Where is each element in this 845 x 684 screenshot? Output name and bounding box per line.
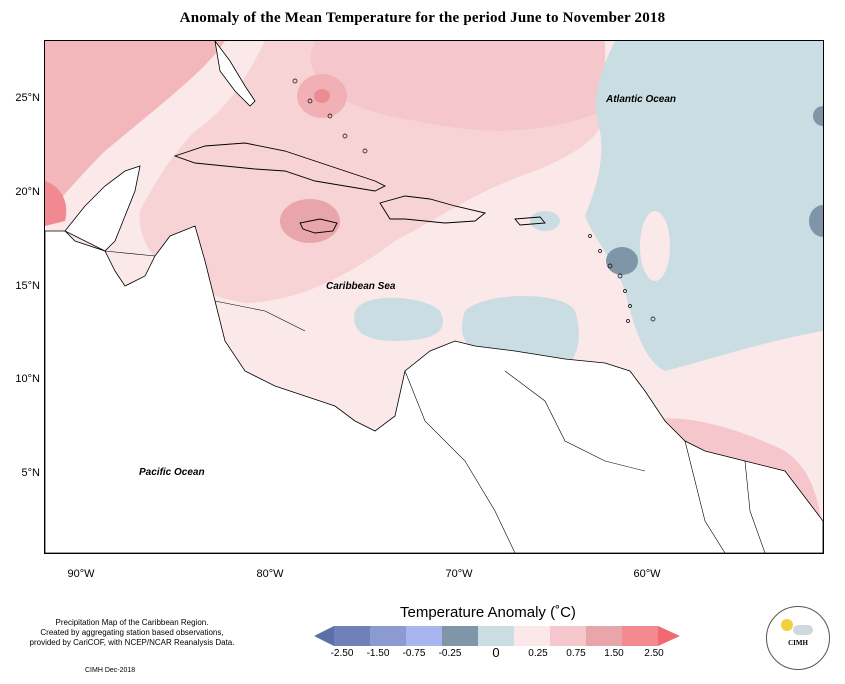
- legend-bin-2: [370, 626, 406, 646]
- legend-arrow-low: [314, 626, 334, 646]
- cloud-icon: [793, 625, 813, 635]
- credit-line-2: Created by aggregating station based obs…: [40, 628, 224, 637]
- legend-tick-5: 0: [492, 645, 500, 660]
- cimh-logo: CIMH: [766, 606, 830, 670]
- legend-bin-7: [550, 626, 586, 646]
- lat-label-5n: 5°N: [21, 467, 40, 479]
- lat-label-25n: 25°N: [15, 92, 40, 104]
- lat-label-15n: 15°N: [15, 280, 40, 292]
- lon-label-70w: 70°W: [445, 568, 473, 580]
- lon-label-60w: 60°W: [633, 568, 661, 580]
- legend-bin-6: [514, 626, 550, 646]
- legend-title: Temperature Anomaly (˚C): [400, 604, 576, 621]
- map-credits: Precipitation Map of the Caribbean Regio…: [12, 618, 252, 648]
- legend-tick-3: -0.75: [402, 648, 426, 659]
- lon-label-80w: 80°W: [256, 568, 284, 580]
- anomaly-map: [45, 41, 823, 553]
- atlantic-ocean-label: Atlantic Ocean: [606, 94, 677, 105]
- legend-bin-1: [334, 626, 370, 646]
- credit-date: CIMH Dec-2018: [85, 667, 136, 674]
- logo-text: CIMH: [788, 639, 808, 647]
- credit-line-1: Precipitation Map of the Caribbean Regio…: [55, 618, 209, 627]
- legend-bin-9: [622, 626, 658, 646]
- legend-tick-6: 0.25: [528, 648, 548, 659]
- legend-arrow-high: [658, 626, 680, 646]
- legend-colorbar: [314, 626, 680, 646]
- caribbean-sea-label: Caribbean Sea: [326, 281, 396, 292]
- lon-label-90w: 90°W: [67, 568, 95, 580]
- sun-icon: [781, 619, 793, 631]
- legend-bin-5: [478, 626, 514, 646]
- credit-line-3: provided by CariCOF, with NCEP/NCAR Rean…: [29, 638, 235, 647]
- map-area: [44, 40, 824, 554]
- lat-label-20n: 20°N: [15, 186, 40, 198]
- legend-tick-8: 1.50: [604, 648, 624, 659]
- legend-tick-7: 0.75: [566, 648, 586, 659]
- legend-tick-9: 2.50: [644, 648, 664, 659]
- legend-bin-3: [406, 626, 442, 646]
- legend-bin-8: [586, 626, 622, 646]
- lat-label-10n: 10°N: [15, 373, 40, 385]
- pacific-ocean-label: Pacific Ocean: [139, 467, 205, 478]
- legend-bin-4: [442, 626, 478, 646]
- legend-tick-2: -1.50: [366, 648, 390, 659]
- map-title: Anomaly of the Mean Temperature for the …: [179, 10, 666, 26]
- legend-tick-1: -2.50: [330, 648, 354, 659]
- legend-tick-4: -0.25: [438, 648, 462, 659]
